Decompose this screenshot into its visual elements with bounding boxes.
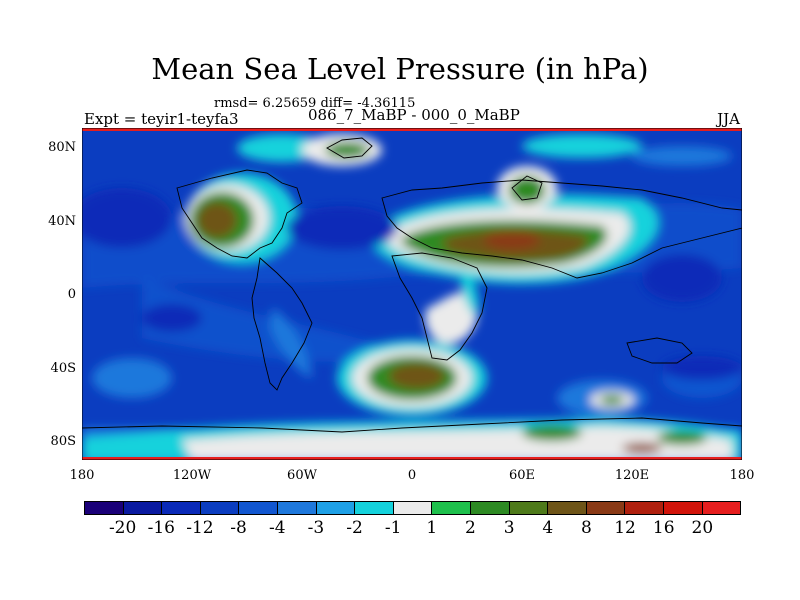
colorbar-swatch — [625, 502, 664, 514]
colorbar-label: -4 — [268, 518, 286, 538]
colorbar-label: 12 — [614, 518, 636, 538]
x-tick-label-180w: 180 — [69, 468, 95, 483]
colorbar-swatch — [393, 502, 433, 514]
pressure-map — [82, 128, 742, 460]
plot-title: Mean Sea Level Pressure (in hPa) — [151, 52, 649, 86]
season-label: JJA — [717, 110, 740, 128]
colorbar-swatch — [470, 502, 510, 514]
top-edge-band — [82, 128, 742, 131]
colorbar-swatch — [200, 502, 240, 514]
colorbar-swatch — [432, 502, 471, 514]
colorbar-swatch — [586, 502, 626, 514]
y-tick-label-40s: 40S — [50, 361, 76, 376]
y-tick-label-80s: 80S — [50, 434, 76, 449]
colorbar-swatch — [239, 502, 278, 514]
colorbar-label: -16 — [147, 518, 175, 538]
colorbar-swatch — [663, 502, 703, 514]
colorbar-swatch — [162, 502, 201, 514]
colorbar-label: 4 — [542, 518, 554, 538]
x-tick-label-0: 0 — [407, 468, 417, 483]
colorbar-label: -1 — [384, 518, 402, 538]
case-difference-label: 086_7_MaBP - 000_0_MaBP — [308, 106, 520, 124]
y-tick-label-40n: 40N — [48, 214, 76, 229]
colorbar-swatch — [355, 502, 394, 514]
x-tick-label-120w: 120W — [172, 468, 212, 483]
colorbar-swatch — [316, 502, 356, 514]
colorbar-swatch — [277, 502, 317, 514]
x-tick-label-180e: 180 — [729, 468, 755, 483]
colorbar-label: -8 — [230, 518, 247, 538]
colorbar-label: -3 — [307, 518, 325, 538]
colorbar-label: 3 — [503, 518, 515, 538]
colorbar-label: 20 — [691, 518, 714, 538]
x-tick-label-120e: 120E — [614, 468, 650, 483]
x-tick-label-60e: 60E — [508, 468, 536, 483]
colorbar-swatch — [548, 502, 587, 514]
bottom-edge-band — [82, 457, 742, 460]
pressure-field — [82, 134, 742, 460]
colorbar-label: -12 — [186, 518, 214, 538]
coastlines — [82, 137, 742, 433]
colorbar — [84, 501, 741, 515]
colorbar-label: 1 — [426, 518, 438, 538]
colorbar-swatch — [509, 502, 549, 514]
colorbar-label: 8 — [580, 518, 592, 538]
y-tick-label-80n: 80N — [48, 140, 76, 155]
colorbar-swatch — [85, 502, 124, 514]
colorbar-label: 16 — [652, 518, 675, 538]
colorbar-label: 2 — [465, 518, 476, 538]
experiment-label: Expt = teyir1-teyfa3 — [84, 110, 239, 128]
colorbar-swatch — [702, 502, 741, 514]
rmsd-diff-stats: rmsd= 6.25659 diff= -4.36115 — [214, 96, 416, 111]
x-tick-label-60w: 60W — [287, 468, 317, 483]
colorbar-label: -2 — [346, 518, 363, 538]
colorbar-label: -20 — [108, 518, 137, 538]
colorbar-swatch — [123, 502, 163, 514]
y-tick-label-0: 0 — [67, 287, 76, 302]
